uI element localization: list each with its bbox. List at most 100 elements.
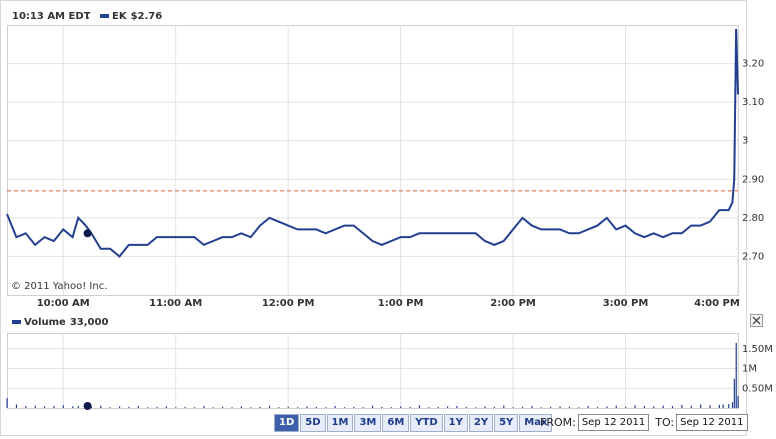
range-button[interactable]: 3M bbox=[354, 414, 382, 432]
volume-bar bbox=[709, 405, 711, 408]
volume-bar bbox=[156, 406, 158, 408]
volume-bar bbox=[287, 406, 289, 408]
volume-bar bbox=[222, 406, 224, 408]
volume-bar bbox=[737, 396, 739, 408]
range-button[interactable]: YTD bbox=[410, 414, 443, 432]
legend-value: 33,000 bbox=[70, 317, 109, 328]
volume-bar bbox=[390, 407, 392, 408]
volume-bar bbox=[372, 405, 374, 408]
y-tick-label: 3.20 bbox=[742, 59, 764, 70]
range-button[interactable]: 5Y bbox=[494, 414, 519, 432]
volume-bar bbox=[53, 406, 55, 408]
volume-bar bbox=[625, 406, 627, 408]
volume-bar bbox=[731, 402, 734, 408]
volume-bar bbox=[62, 405, 64, 408]
volume-bar bbox=[90, 406, 93, 408]
y-tick-label: 1.50M bbox=[742, 344, 773, 355]
volume-bar bbox=[297, 407, 299, 408]
separator bbox=[87, 12, 89, 14]
y-tick-label: 3.10 bbox=[742, 97, 764, 108]
volume-bar bbox=[503, 405, 505, 408]
volume-bar bbox=[428, 407, 430, 408]
volume-bar bbox=[531, 406, 533, 408]
x-tick-label: 10:00 AM bbox=[37, 298, 90, 309]
volume-bar bbox=[353, 406, 355, 408]
volume-bar bbox=[34, 405, 36, 408]
frame bbox=[0, 0, 747, 436]
volume-bar bbox=[118, 406, 121, 408]
volume-bar bbox=[418, 405, 421, 408]
volume-bar bbox=[100, 405, 102, 408]
volume-bar bbox=[550, 406, 552, 408]
volume-bar bbox=[540, 407, 542, 408]
volume-bar bbox=[43, 406, 46, 408]
volume-bar bbox=[681, 404, 683, 408]
volume-bar bbox=[147, 407, 149, 408]
volume-bar bbox=[484, 406, 486, 408]
cursor-dot bbox=[83, 402, 92, 410]
volume-bar bbox=[456, 406, 458, 408]
volume-bar bbox=[437, 406, 439, 408]
range-button[interactable]: 1M bbox=[326, 414, 354, 432]
volume-bar bbox=[653, 406, 655, 408]
volume-bar bbox=[643, 406, 645, 408]
volume-bar bbox=[475, 407, 477, 408]
volume-bar bbox=[662, 405, 664, 408]
volume-bar bbox=[409, 406, 411, 408]
volume-bar bbox=[325, 407, 327, 408]
volume-bar bbox=[343, 407, 346, 408]
to-label: TO: bbox=[655, 416, 675, 429]
y-tick-label: 1M bbox=[742, 364, 757, 375]
date-range: FROM: Sep 12 2011 TO: Sep 12 2011 bbox=[540, 414, 748, 431]
range-button[interactable]: Max bbox=[519, 414, 553, 432]
volume-bar bbox=[259, 406, 261, 408]
range-button[interactable]: 6M bbox=[382, 414, 410, 432]
range-button[interactable]: 1D bbox=[274, 414, 300, 432]
range-button[interactable]: 5D bbox=[300, 414, 326, 432]
volume-bar bbox=[700, 404, 702, 408]
volume-bar bbox=[446, 406, 449, 408]
legend-value: $2.76 bbox=[131, 11, 163, 22]
x-tick-label: 11:00 AM bbox=[149, 298, 202, 309]
cursor-dot bbox=[83, 229, 92, 238]
volume-bar bbox=[137, 406, 139, 408]
close-icon bbox=[752, 316, 761, 325]
x-tick-label: 3:00 PM bbox=[603, 298, 649, 309]
volume-bar bbox=[735, 342, 737, 408]
volume-bar bbox=[728, 404, 730, 408]
from-label: FROM: bbox=[540, 416, 576, 429]
volume-bar bbox=[722, 404, 724, 408]
legend-name: EK bbox=[112, 11, 128, 22]
legend-swatch bbox=[100, 14, 109, 18]
volume-bar bbox=[15, 404, 18, 408]
volume-bar bbox=[493, 406, 496, 408]
range-button[interactable]: 2Y bbox=[468, 414, 494, 432]
cursor-time: 10:13 AM EDT bbox=[12, 11, 91, 22]
volume-bar bbox=[72, 406, 74, 408]
volume-bar bbox=[77, 406, 79, 408]
x-tick-label: 1:00 PM bbox=[378, 298, 424, 309]
legend-swatch bbox=[12, 320, 21, 324]
volume-bar bbox=[559, 406, 561, 408]
volume-bar bbox=[109, 407, 111, 408]
volume-bar bbox=[268, 405, 271, 408]
volume-bar bbox=[690, 405, 692, 408]
range-buttons: 1D 5D 1M 3M 6M YTD 1Y 2Y 5Y Max bbox=[274, 414, 553, 432]
to-input[interactable]: Sep 12 2011 bbox=[676, 414, 748, 431]
volume-bar bbox=[203, 406, 205, 408]
from-input[interactable]: Sep 12 2011 bbox=[577, 414, 650, 431]
volume-bar bbox=[165, 406, 168, 408]
price-line bbox=[6, 28, 739, 258]
volume-bar bbox=[231, 407, 233, 408]
volume-bar bbox=[465, 406, 467, 408]
volume-bar bbox=[634, 405, 636, 408]
volume-bar bbox=[400, 406, 402, 408]
volume-bar bbox=[315, 406, 317, 408]
volume-bar bbox=[615, 405, 617, 408]
range-button[interactable]: 1Y bbox=[443, 414, 468, 432]
y-tick-label: 0.50M bbox=[742, 383, 773, 394]
volume-panel bbox=[7, 333, 739, 409]
volume-bar bbox=[381, 406, 383, 408]
volume-bar bbox=[718, 404, 720, 408]
